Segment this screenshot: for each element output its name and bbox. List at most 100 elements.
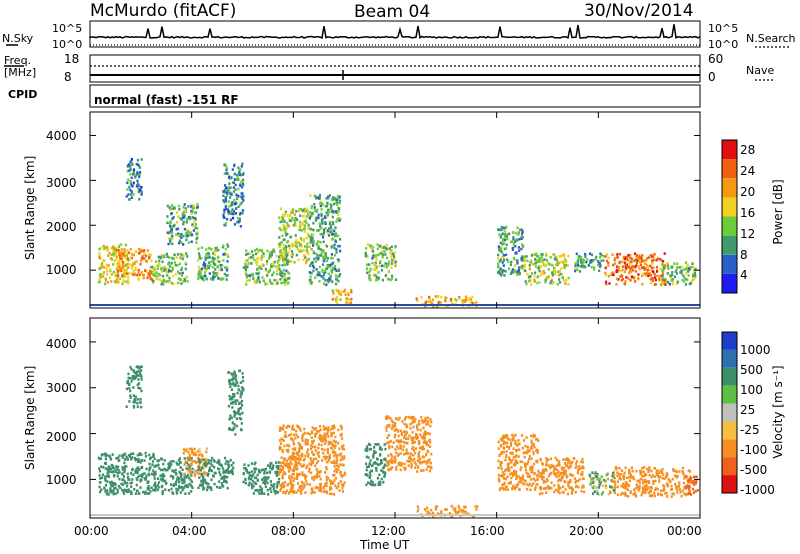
noise-tick-left-top: 10^5 bbox=[52, 22, 83, 35]
power-cb-tick-16: 16 bbox=[740, 206, 756, 220]
nave-tick-bottom: 0 bbox=[708, 70, 716, 84]
power-patch-14 bbox=[522, 252, 570, 286]
velocity-cb-swatch-3 bbox=[722, 385, 737, 404]
velocity-cb-swatch-7 bbox=[722, 457, 737, 476]
velocity-patch-6 bbox=[242, 461, 281, 496]
date-title: 30/Nov/2014 bbox=[584, 1, 694, 21]
power-patch-1 bbox=[115, 247, 153, 282]
xtick-6: 00:00 bbox=[667, 524, 702, 538]
noise-traces bbox=[89, 24, 701, 46]
power-cb-swatch-1 bbox=[722, 254, 737, 274]
power-cb-swatch-0 bbox=[722, 273, 737, 293]
power-patch-9 bbox=[308, 193, 342, 287]
freq-tick-top: 18 bbox=[64, 52, 80, 66]
power-patch-16 bbox=[604, 252, 667, 286]
xtick-3: 12:00 bbox=[371, 524, 406, 538]
velocity-patch-7 bbox=[278, 424, 347, 496]
xtick-1: 04:00 bbox=[172, 524, 207, 538]
power-cb-tick-4: 4 bbox=[740, 268, 748, 282]
power-patch-13 bbox=[496, 225, 525, 277]
power-cb-tick-24: 24 bbox=[740, 164, 756, 178]
velocity-cb-tick-neg100: -100 bbox=[740, 443, 768, 457]
velocity-patch-15 bbox=[685, 475, 699, 496]
velocity-patch-2 bbox=[153, 456, 194, 496]
velocity-cb-swatch-6 bbox=[722, 439, 737, 458]
power-heatmap bbox=[90, 158, 700, 308]
xtick-5: 20:00 bbox=[569, 524, 604, 538]
power-cb-swatch-3 bbox=[722, 216, 737, 236]
nsky-trace bbox=[89, 24, 701, 40]
noise-panel-frame bbox=[89, 20, 701, 48]
power-patch-15 bbox=[574, 252, 606, 273]
power-cb-tick-12: 12 bbox=[740, 227, 756, 241]
velocity-cb-swatch-8 bbox=[722, 475, 737, 493]
power-cb-swatch-2 bbox=[722, 235, 737, 255]
power-colorbar bbox=[721, 139, 738, 294]
xtick-4: 16:00 bbox=[470, 524, 505, 538]
cpid-mode: normal (fast) -151 RF bbox=[94, 93, 239, 107]
power-patch-7 bbox=[242, 247, 291, 286]
velocity-cb-swatch-5 bbox=[722, 421, 737, 440]
velocity-patch-8 bbox=[364, 442, 387, 487]
velocity-cb-swatch-4 bbox=[722, 403, 737, 422]
velocity-ytick-2000: 2000 bbox=[46, 430, 77, 444]
power-patch-0 bbox=[97, 243, 130, 286]
freq-unit-label: [MHz] bbox=[4, 66, 37, 79]
velocity-patch-4 bbox=[197, 456, 235, 492]
power-cb-swatch-4 bbox=[722, 197, 737, 217]
velocity-cb-swatch-2 bbox=[722, 367, 737, 386]
cpid-label: CPID bbox=[8, 88, 38, 101]
velocity-patch-1 bbox=[125, 365, 143, 409]
power-cb-swatch-7 bbox=[722, 140, 737, 160]
velocity-cb-tick-25: 25 bbox=[740, 403, 756, 417]
power-patch-17 bbox=[659, 261, 697, 287]
velocity-patch-9 bbox=[384, 415, 433, 473]
velocity-patch-12 bbox=[538, 456, 586, 496]
power-ytick-1000: 1000 bbox=[46, 263, 77, 277]
velocity-cb-tick-500: 500 bbox=[740, 363, 763, 377]
nsky-label: N.Sky bbox=[2, 32, 34, 45]
noise-tick-right-bottom: 10^0 bbox=[708, 38, 739, 51]
power-patch-3 bbox=[151, 252, 189, 286]
power-cb-tick-28: 28 bbox=[740, 143, 756, 157]
power-cb-swatch-6 bbox=[722, 159, 737, 179]
power-ytick-2000: 2000 bbox=[46, 220, 77, 234]
velocity-colorbar bbox=[721, 331, 738, 494]
xtick-2: 08:00 bbox=[271, 524, 306, 538]
velocity-heatmap bbox=[90, 365, 700, 518]
noise-tick-left-bottom: 10^0 bbox=[52, 38, 83, 51]
power-cb-tick-20: 20 bbox=[740, 185, 756, 199]
velocity-cb-tick-neg25: -25 bbox=[740, 423, 760, 437]
velocity-cb-swatch-0 bbox=[722, 332, 737, 350]
velocity-cb-tick-100: 100 bbox=[740, 383, 763, 397]
velocity-cb-tick-1000: 1000 bbox=[740, 343, 771, 357]
xlabel: Time UT bbox=[360, 538, 410, 552]
nave-tick-top: 60 bbox=[708, 52, 724, 66]
velocity-patch-14 bbox=[613, 466, 692, 498]
velocity-cb-tick-neg500: -500 bbox=[740, 463, 768, 477]
power-ytick-4000: 4000 bbox=[46, 129, 77, 143]
power-patch-4 bbox=[166, 203, 199, 246]
beam-title: Beam 04 bbox=[354, 2, 431, 22]
freq-panel-frame bbox=[89, 54, 701, 83]
power-ytick-3000: 3000 bbox=[46, 176, 77, 190]
velocity-ytick-4000: 4000 bbox=[46, 337, 77, 351]
velocity-patch-13 bbox=[588, 470, 616, 496]
velocity-patch-0 bbox=[97, 451, 156, 496]
noise-tick-right-top: 10^5 bbox=[708, 22, 739, 35]
power-patch-2 bbox=[125, 158, 143, 201]
velocity-cb-tick-neg1000: -1000 bbox=[740, 483, 775, 497]
freq-label: Freq. bbox=[4, 54, 32, 67]
station-title: McMurdo (fitACF) bbox=[90, 1, 237, 21]
velocity-patch-5 bbox=[227, 369, 245, 436]
cpid-panel-frame bbox=[89, 84, 701, 108]
nave-label: Nave bbox=[746, 64, 775, 77]
power-cb-tick-8: 8 bbox=[740, 248, 748, 262]
nsearch-label: N.Search bbox=[746, 32, 796, 45]
velocity-patch-11 bbox=[497, 433, 540, 492]
xtick-0: 00:00 bbox=[74, 524, 109, 538]
velocity-cb-swatch-1 bbox=[722, 349, 737, 368]
power-patch-5 bbox=[197, 243, 230, 282]
power-patch-11 bbox=[364, 243, 398, 282]
